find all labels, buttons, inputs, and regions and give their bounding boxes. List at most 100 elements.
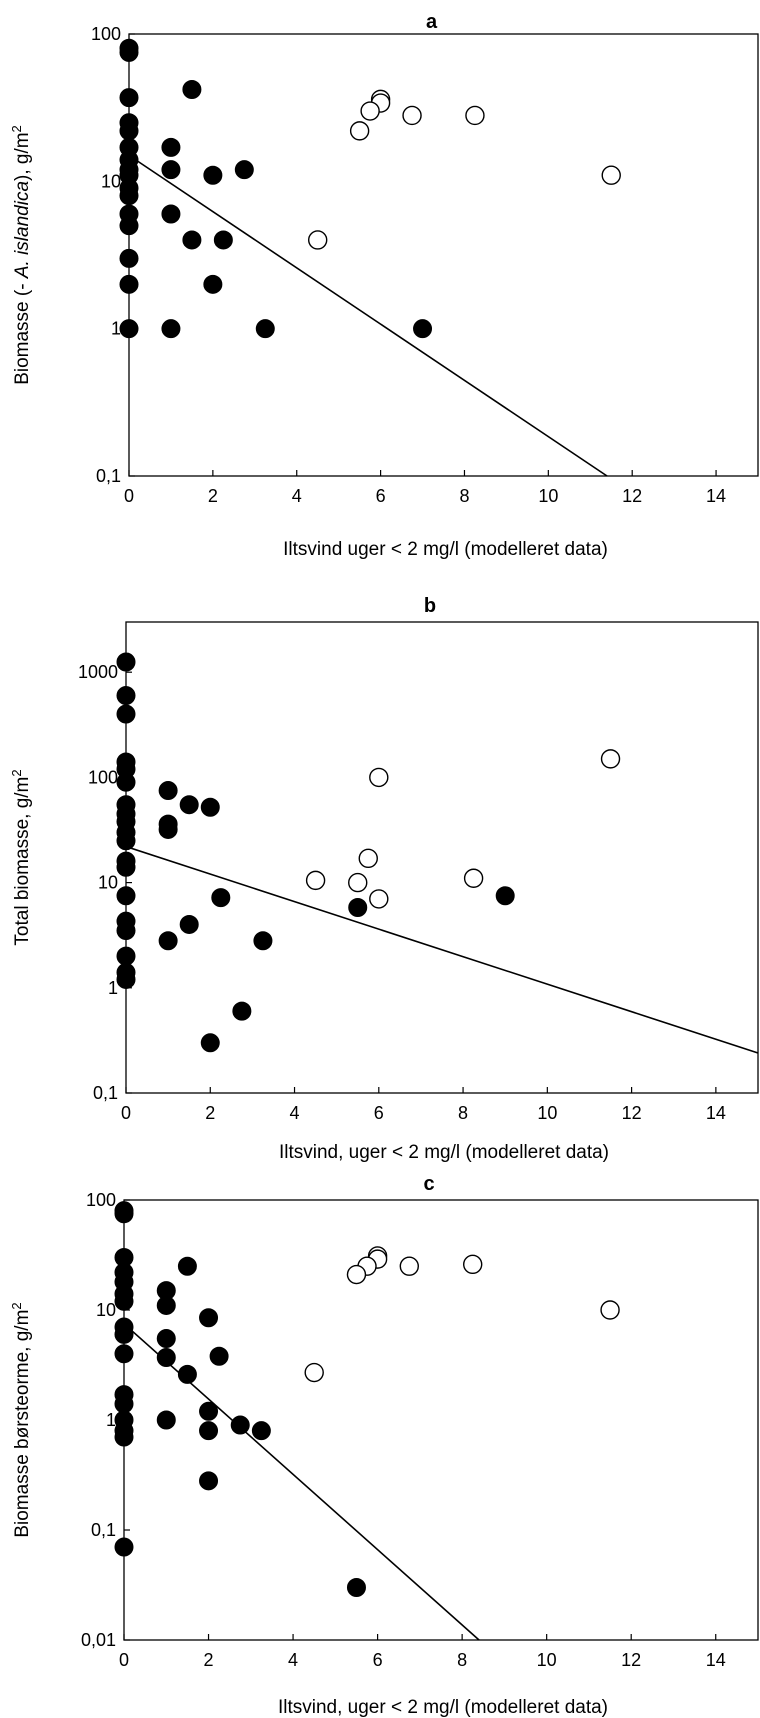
data-point-filled bbox=[116, 946, 136, 966]
y-tick-label: 100 bbox=[86, 1190, 116, 1210]
y-axis-label-part: 2 bbox=[9, 125, 24, 132]
data-point-filled bbox=[114, 1344, 134, 1364]
data-point-filled bbox=[116, 921, 136, 941]
x-tick-label: 6 bbox=[376, 486, 386, 506]
x-tick-label: 8 bbox=[458, 1103, 468, 1123]
data-point-filled bbox=[156, 1295, 176, 1315]
y-axis-label-part: Biomasse børsteorme, g/m bbox=[12, 1310, 33, 1538]
data-point-filled bbox=[161, 160, 181, 180]
x-tick-label: 12 bbox=[622, 486, 642, 506]
data-point-filled bbox=[156, 1329, 176, 1349]
data-point-filled bbox=[348, 897, 368, 917]
x-tick-label: 8 bbox=[459, 486, 469, 506]
data-point-filled bbox=[199, 1401, 219, 1421]
data-point-filled bbox=[213, 230, 233, 250]
data-point-filled bbox=[179, 795, 199, 815]
data-point-filled bbox=[255, 319, 275, 339]
x-tick-label: 0 bbox=[119, 1650, 129, 1670]
y-tick-label: 100 bbox=[88, 767, 118, 787]
data-point-filled bbox=[119, 121, 139, 141]
data-point-filled bbox=[119, 42, 139, 62]
y-tick-label: 1 bbox=[108, 978, 118, 998]
x-tick-label: 0 bbox=[121, 1103, 131, 1123]
data-point-filled bbox=[177, 1256, 197, 1276]
data-point-filled bbox=[413, 319, 433, 339]
data-point-open bbox=[305, 870, 326, 891]
y-axis-label-part: Biomasse (- bbox=[12, 278, 33, 385]
data-point-filled bbox=[182, 80, 202, 100]
y-tick-label: 0,1 bbox=[96, 466, 121, 486]
y-tick-label: 0,1 bbox=[93, 1083, 118, 1103]
data-point-filled bbox=[116, 686, 136, 706]
x-tick-label: 2 bbox=[204, 1650, 214, 1670]
data-point-filled bbox=[251, 1421, 271, 1441]
data-point-filled bbox=[119, 319, 139, 339]
y-tick-label: 0,01 bbox=[81, 1630, 116, 1650]
y-tick-label: 0,1 bbox=[91, 1520, 116, 1540]
chart-panel-c: c 0 2 4 6 8 10 12 14 0,01 0,1 1 10 100 Iltsvind, uger … bbox=[9, 1173, 759, 1718]
data-point-filled bbox=[156, 1410, 176, 1430]
data-point-open bbox=[360, 101, 380, 121]
data-point-filled bbox=[116, 704, 136, 724]
data-point-filled bbox=[158, 819, 178, 839]
data-point-filled bbox=[116, 857, 136, 877]
data-point-filled bbox=[116, 831, 136, 851]
data-point-filled bbox=[346, 1578, 366, 1598]
data-point-filled bbox=[116, 969, 136, 989]
data-point-open bbox=[369, 889, 389, 909]
data-point-filled bbox=[199, 1471, 219, 1491]
panel-title: b bbox=[424, 595, 436, 617]
x-axis-label: Iltsvind, uger < 2 mg/l (modelleret data… bbox=[279, 1142, 609, 1163]
x-tick-label: 12 bbox=[621, 1650, 641, 1670]
x-tick-label: 10 bbox=[537, 1650, 557, 1670]
x-tick-label: 4 bbox=[290, 1103, 300, 1123]
data-point-filled bbox=[203, 165, 223, 185]
data-point-filled bbox=[116, 886, 136, 906]
panel-title: a bbox=[426, 11, 438, 33]
x-tick-label: 4 bbox=[292, 486, 302, 506]
regression-line bbox=[128, 154, 608, 477]
data-point-filled bbox=[161, 204, 181, 224]
regression-line bbox=[123, 1323, 480, 1641]
plot-frame bbox=[128, 33, 759, 477]
data-point-filled bbox=[119, 248, 139, 268]
data-point-filled bbox=[200, 1033, 220, 1053]
data-point-open bbox=[402, 105, 422, 126]
x-tick-label: 6 bbox=[374, 1103, 384, 1123]
data-point-filled bbox=[158, 931, 178, 951]
x-tick-label: 4 bbox=[288, 1650, 298, 1670]
data-point-filled bbox=[116, 652, 136, 672]
y-axis-label-part: A. islandica bbox=[12, 181, 33, 279]
x-tick-label: 14 bbox=[706, 1103, 726, 1123]
data-point-filled bbox=[495, 886, 515, 906]
y-tick-label: 1 bbox=[111, 319, 121, 339]
data-point-filled bbox=[158, 781, 178, 801]
data-point-open bbox=[346, 1264, 367, 1285]
y-tick-label: 100 bbox=[91, 24, 121, 44]
data-point-filled bbox=[177, 1364, 197, 1384]
y-tick-label: 1000 bbox=[78, 662, 118, 682]
y-axis-label-part: 2 bbox=[9, 769, 24, 776]
data-point-filled bbox=[232, 1001, 252, 1021]
data-point-open bbox=[600, 1300, 620, 1320]
x-axis-label: Iltsvind uger < 2 mg/l (modelleret data) bbox=[283, 539, 608, 560]
chart-panel-a: a 0 2 4 6 8 10 12 14 0,1 1 10 100 Iltsvind uger < 2 m… bbox=[9, 11, 759, 560]
data-point-filled bbox=[234, 160, 254, 180]
x-tick-label: 14 bbox=[706, 1650, 726, 1670]
x-tick-label: 10 bbox=[538, 486, 558, 506]
regression-line bbox=[125, 845, 759, 1054]
data-point-filled bbox=[114, 1324, 134, 1344]
data-point-filled bbox=[182, 230, 202, 250]
x-tick-label: 0 bbox=[124, 486, 134, 506]
y-axis-label: Total biomasse, g/m2 bbox=[9, 769, 34, 945]
y-axis-label: Biomasse børsteorme, g/m2 bbox=[9, 1302, 34, 1537]
x-tick-label: 12 bbox=[622, 1103, 642, 1123]
data-point-filled bbox=[119, 186, 139, 206]
data-point-filled bbox=[114, 1394, 134, 1414]
data-point-open bbox=[399, 1256, 419, 1276]
y-axis-label-part: ), g/m bbox=[12, 132, 33, 181]
data-point-filled bbox=[179, 914, 199, 934]
data-point-filled bbox=[209, 1346, 229, 1366]
data-point-filled bbox=[114, 1427, 134, 1447]
